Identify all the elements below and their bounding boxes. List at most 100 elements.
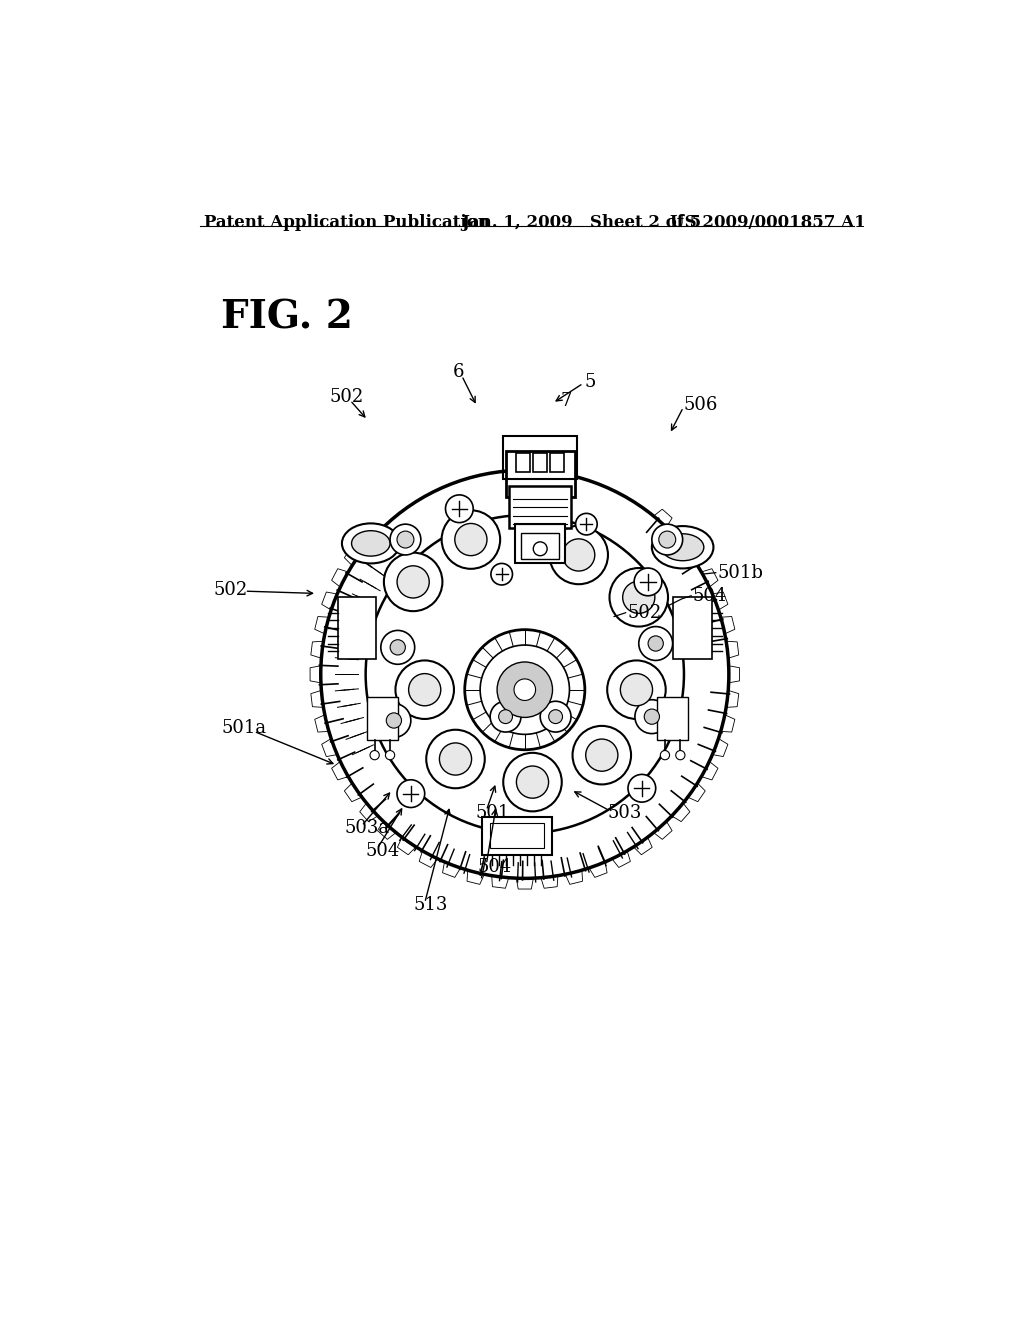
- Text: 6: 6: [453, 363, 464, 381]
- Circle shape: [497, 663, 553, 718]
- Circle shape: [639, 627, 673, 660]
- Circle shape: [397, 531, 414, 548]
- Text: FIG. 2: FIG. 2: [221, 298, 353, 337]
- Circle shape: [390, 524, 421, 554]
- Polygon shape: [397, 836, 417, 855]
- Circle shape: [634, 568, 662, 595]
- Text: 513: 513: [414, 896, 449, 915]
- Circle shape: [521, 494, 544, 516]
- Text: 503a: 503a: [345, 820, 390, 837]
- Text: 7: 7: [560, 392, 571, 411]
- Polygon shape: [652, 510, 672, 529]
- Polygon shape: [671, 801, 690, 821]
- Polygon shape: [588, 861, 607, 878]
- FancyBboxPatch shape: [550, 453, 564, 471]
- FancyBboxPatch shape: [509, 486, 571, 528]
- FancyBboxPatch shape: [516, 453, 530, 471]
- Text: 501a: 501a: [221, 719, 266, 737]
- Polygon shape: [516, 876, 534, 890]
- Circle shape: [397, 780, 425, 808]
- Circle shape: [395, 660, 454, 719]
- FancyBboxPatch shape: [674, 598, 712, 659]
- Polygon shape: [378, 820, 397, 840]
- Circle shape: [572, 726, 631, 784]
- Circle shape: [385, 751, 394, 760]
- Circle shape: [575, 513, 597, 535]
- Circle shape: [426, 730, 484, 788]
- Polygon shape: [541, 874, 558, 888]
- Circle shape: [384, 553, 442, 611]
- Polygon shape: [332, 569, 350, 589]
- Circle shape: [397, 566, 429, 598]
- FancyBboxPatch shape: [515, 524, 565, 562]
- Ellipse shape: [351, 531, 390, 556]
- Polygon shape: [311, 642, 325, 659]
- Polygon shape: [686, 781, 706, 801]
- Circle shape: [370, 751, 379, 760]
- Circle shape: [607, 660, 666, 719]
- FancyBboxPatch shape: [482, 817, 552, 855]
- Text: US 2009/0001857 A1: US 2009/0001857 A1: [670, 214, 865, 231]
- Circle shape: [445, 495, 473, 523]
- FancyBboxPatch shape: [490, 822, 544, 847]
- Circle shape: [441, 511, 500, 569]
- Polygon shape: [699, 569, 718, 589]
- Circle shape: [514, 678, 536, 701]
- FancyBboxPatch shape: [657, 697, 688, 739]
- Ellipse shape: [652, 527, 714, 569]
- Polygon shape: [344, 781, 364, 801]
- Polygon shape: [719, 616, 735, 635]
- Polygon shape: [686, 546, 706, 566]
- Polygon shape: [671, 527, 690, 546]
- FancyBboxPatch shape: [338, 598, 376, 659]
- Circle shape: [490, 701, 521, 733]
- Polygon shape: [442, 861, 462, 878]
- Circle shape: [390, 640, 406, 655]
- Circle shape: [377, 704, 411, 738]
- FancyBboxPatch shape: [367, 697, 397, 739]
- Circle shape: [409, 673, 440, 706]
- Circle shape: [534, 543, 547, 556]
- Circle shape: [499, 710, 512, 723]
- Polygon shape: [314, 616, 331, 635]
- Circle shape: [621, 673, 652, 706]
- Text: Jan. 1, 2009   Sheet 2 of 5: Jan. 1, 2009 Sheet 2 of 5: [462, 214, 701, 231]
- Circle shape: [381, 631, 415, 664]
- Circle shape: [644, 709, 659, 725]
- Text: 502: 502: [214, 581, 248, 598]
- Polygon shape: [711, 738, 728, 756]
- Polygon shape: [719, 714, 735, 733]
- Polygon shape: [725, 690, 738, 708]
- Circle shape: [623, 581, 655, 614]
- Polygon shape: [467, 869, 485, 884]
- Circle shape: [648, 636, 664, 651]
- Circle shape: [516, 766, 549, 799]
- Text: 502: 502: [330, 388, 364, 407]
- Polygon shape: [419, 849, 438, 867]
- Circle shape: [465, 630, 585, 750]
- Polygon shape: [633, 836, 652, 855]
- Polygon shape: [311, 690, 325, 708]
- Circle shape: [609, 568, 668, 627]
- Text: 5: 5: [585, 372, 596, 391]
- Polygon shape: [332, 760, 350, 780]
- Circle shape: [635, 700, 669, 734]
- Polygon shape: [359, 801, 379, 821]
- Circle shape: [386, 713, 401, 729]
- Polygon shape: [711, 593, 728, 611]
- Text: 502: 502: [628, 603, 662, 622]
- Text: 503: 503: [608, 804, 642, 822]
- Text: 506: 506: [683, 396, 718, 413]
- Circle shape: [455, 524, 487, 556]
- Polygon shape: [611, 849, 631, 867]
- Polygon shape: [322, 593, 339, 611]
- FancyBboxPatch shape: [521, 533, 559, 558]
- Text: 504: 504: [477, 858, 511, 875]
- Circle shape: [503, 752, 562, 812]
- Polygon shape: [344, 546, 364, 566]
- Circle shape: [586, 739, 617, 771]
- Text: Patent Application Publication: Patent Application Publication: [204, 214, 489, 231]
- Text: 504: 504: [692, 587, 727, 605]
- Text: 501: 501: [475, 804, 510, 822]
- FancyBboxPatch shape: [534, 453, 547, 471]
